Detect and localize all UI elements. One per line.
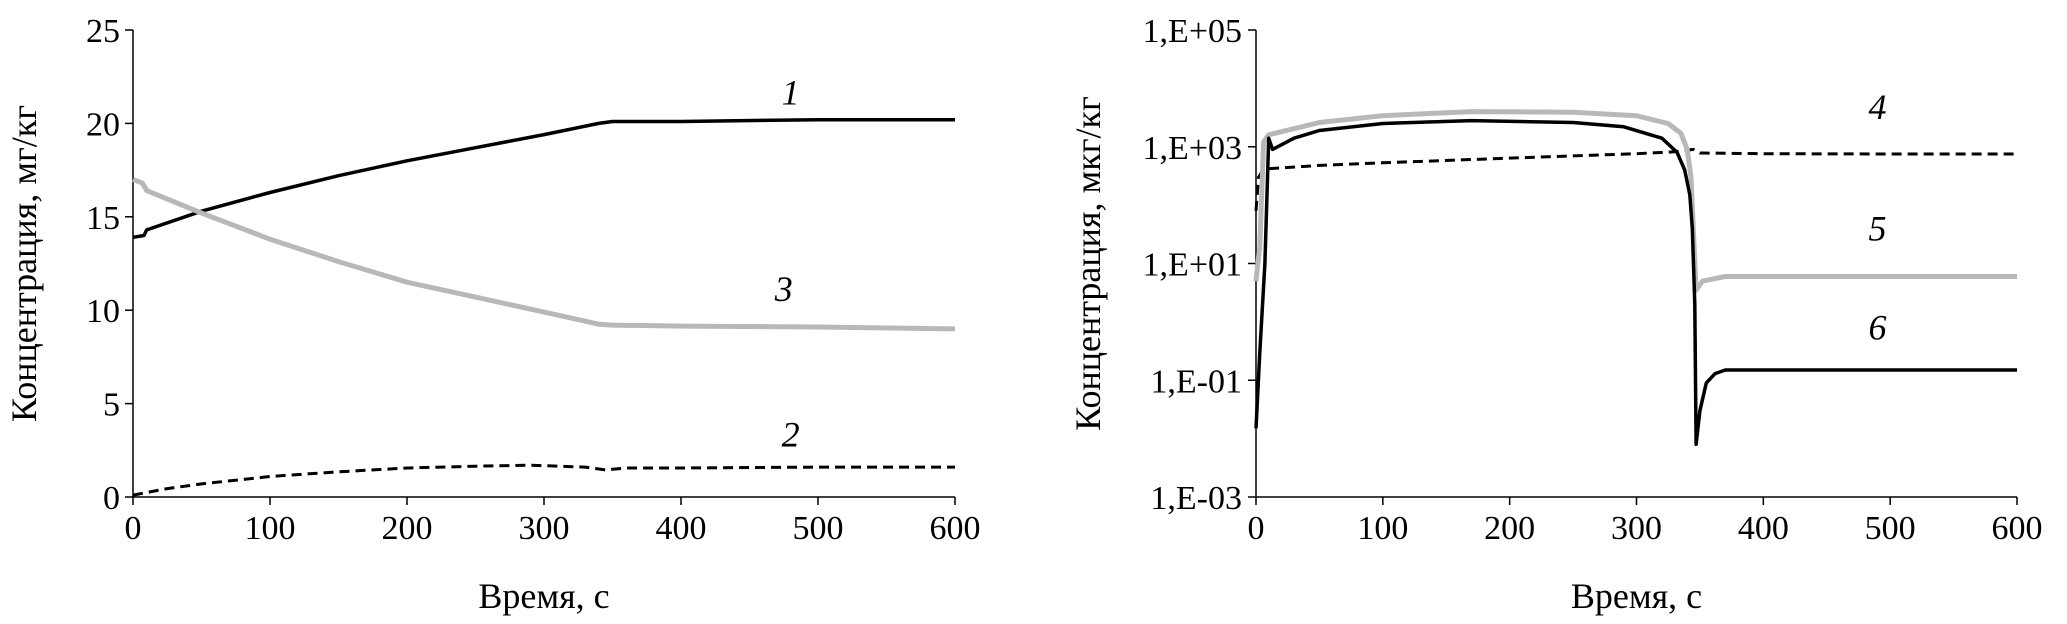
series-label-1: 1: [782, 73, 800, 113]
x-tick-label: 0: [1248, 510, 1265, 547]
series-line-4: [1254, 147, 2017, 211]
y-tick-label: 15: [86, 200, 120, 237]
y-tick-label: 1,E-01: [1150, 363, 1242, 400]
x-tick-label: 600: [1992, 510, 2043, 547]
x-tick-label: 300: [1611, 510, 1662, 547]
y-axis-title: Концентрация, мкг/кг: [1068, 96, 1108, 431]
series-line-2: [132, 463, 955, 497]
x-tick-label: 500: [793, 510, 844, 547]
x-tick-label: 200: [382, 510, 433, 547]
series-label-2: 2: [782, 415, 800, 455]
x-axis-title: Время, с: [478, 576, 609, 616]
y-tick-label: 0: [103, 480, 120, 517]
x-tick-label: 400: [1738, 510, 1789, 547]
y-tick-label: 1,E+03: [1143, 130, 1242, 167]
x-tick-label: 500: [1865, 510, 1916, 547]
x-tick-label: 200: [1484, 510, 1535, 547]
y-tick-label: 10: [86, 293, 120, 330]
y-tick-label: 5: [103, 387, 120, 424]
x-axis-title: Время, с: [1571, 576, 1702, 616]
x-tick-label: 300: [519, 510, 570, 547]
series-label-6: 6: [1868, 307, 1886, 347]
y-tick-label: 1,E+05: [1143, 13, 1242, 50]
x-tick-label: 400: [656, 510, 707, 547]
chart-left: 0 5 10 15 20 25 0 100 200 300 400 500 600 Время, с Кон…: [4, 13, 981, 616]
x-tick-label: 600: [930, 510, 981, 547]
x-tick-label: 0: [125, 510, 142, 547]
y-tick-label: 1,E-03: [1150, 480, 1242, 517]
x-tick-label: 100: [1357, 510, 1408, 547]
y-tick-label: 25: [86, 13, 120, 50]
series-label-5: 5: [1868, 208, 1886, 248]
series-line-1: [132, 117, 955, 240]
y-tick-label: 20: [86, 106, 120, 143]
series-line-5: [1253, 109, 2017, 293]
series-label-3: 3: [774, 269, 793, 309]
series-line-6: [1254, 118, 2017, 447]
x-tick-label: 100: [245, 510, 296, 547]
chart-right: 1,E-03 1,E-01 1,E+01 1,E+03 1,E+05 0 100 200 300…: [1068, 13, 2043, 616]
y-axis-title: Концентрация, мг/кг: [4, 105, 44, 422]
y-tick-label: 1,E+01: [1143, 247, 1242, 284]
series-label-4: 4: [1868, 87, 1886, 127]
series-line-3: [132, 177, 956, 332]
